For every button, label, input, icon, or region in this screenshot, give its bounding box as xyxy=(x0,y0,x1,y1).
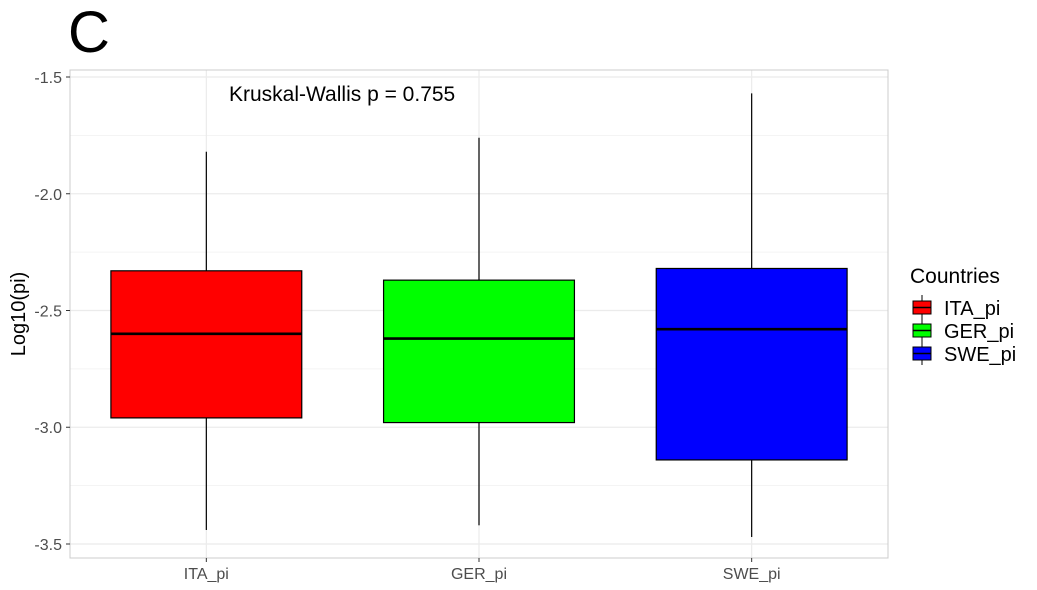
y-tick-label: -3.5 xyxy=(34,537,62,554)
kruskal-wallis-annotation: Kruskal-Wallis p = 0.755 xyxy=(229,83,455,106)
boxes xyxy=(110,93,848,537)
legend-label: ITA_pi xyxy=(944,298,1000,320)
y-tick-label: -1.5 xyxy=(34,70,62,87)
panel-label: C xyxy=(68,0,110,65)
legend-item: GER_pi xyxy=(912,318,1014,343)
box-GER_pi xyxy=(382,279,576,424)
box-SWE_pi xyxy=(655,267,848,461)
axes: -3.5 -3.0 -2.5 -2.0 -1.5 ITA_pi GER_pi SWE_pi xyxy=(34,70,780,583)
x-tick-label: GER_pi xyxy=(451,566,507,583)
legend-item: SWE_pi xyxy=(912,341,1016,366)
y-tick-label: -2.0 xyxy=(34,187,62,204)
y-axis-title: Log10(pi) xyxy=(8,272,30,357)
x-tick-label: SWE_pi xyxy=(723,566,781,583)
y-tick-label: -2.5 xyxy=(34,303,62,320)
y-tick-label: -3.0 xyxy=(34,420,62,437)
legend-label: GER_pi xyxy=(944,321,1014,343)
legend-item: ITA_pi xyxy=(912,295,1000,320)
legend-label: SWE_pi xyxy=(944,344,1016,366)
legend-title: Countries xyxy=(910,265,1000,288)
box-ITA_pi xyxy=(110,270,303,419)
x-tick-label: ITA_pi xyxy=(184,566,229,583)
